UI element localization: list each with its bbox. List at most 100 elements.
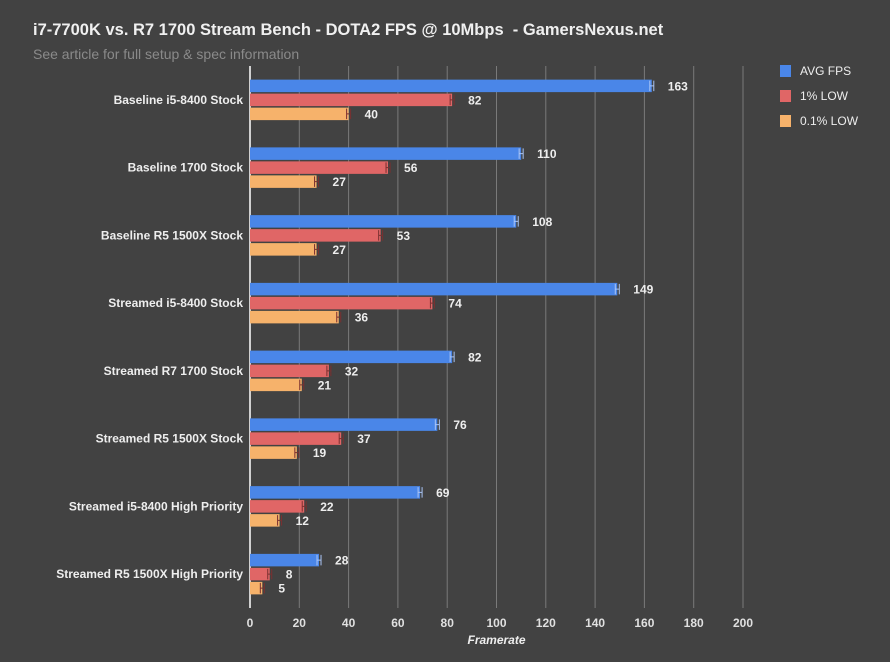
data-label: 82: [468, 350, 482, 364]
bar-1-low: [250, 93, 453, 107]
error-bar: [346, 108, 352, 120]
x-tick-label: 40: [342, 616, 356, 630]
bar-0-1-low: [250, 378, 302, 392]
x-tick-label: 0: [247, 616, 254, 630]
error-bar: [434, 419, 440, 430]
data-label: 12: [296, 514, 310, 528]
bar-1-low: [250, 229, 381, 242]
category-label: Baseline R5 1500X Stock: [101, 228, 243, 242]
bar-1-low: [250, 567, 270, 581]
error-bar: [336, 311, 342, 323]
error-bar: [301, 501, 307, 512]
legend-swatch: [780, 115, 791, 127]
error-bar: [614, 283, 620, 295]
bar-avg-fps: [250, 147, 522, 160]
error-bar: [326, 365, 332, 377]
data-label: 32: [345, 364, 359, 378]
bar-0-1-low: [250, 243, 317, 256]
category-label: Streamed R7 1700 Stock: [104, 364, 244, 378]
data-label: 74: [448, 297, 462, 311]
chart-subtitle: See article for full setup & spec inform…: [33, 46, 300, 62]
data-label: 21: [318, 378, 332, 392]
error-bar: [417, 487, 423, 498]
x-tick-label: 180: [684, 616, 704, 630]
bar-avg-fps: [250, 350, 453, 364]
error-bar: [267, 568, 273, 580]
x-axis-label: Framerate: [467, 633, 525, 647]
error-bar: [518, 148, 524, 159]
x-tick-label: 100: [486, 616, 506, 630]
bar-avg-fps: [250, 79, 652, 93]
legend-swatch: [780, 65, 791, 77]
bar-0-1-low: [250, 446, 297, 459]
data-label: 149: [633, 283, 653, 297]
x-tick-label: 160: [634, 616, 654, 630]
data-label: 28: [335, 554, 349, 568]
x-tick-label: 120: [536, 616, 556, 630]
legend-label: AVG FPS: [800, 64, 851, 78]
data-label: 27: [333, 175, 347, 189]
error-bar: [314, 244, 320, 255]
data-label: 27: [333, 243, 347, 257]
x-tick-label: 80: [441, 616, 455, 630]
error-bar: [314, 176, 320, 187]
data-label: 76: [453, 418, 467, 432]
bar-1-low: [250, 296, 433, 310]
category-label: Baseline 1700 Stock: [128, 161, 244, 175]
error-bar: [299, 379, 305, 391]
bar-0-1-low: [250, 107, 349, 121]
bar-avg-fps: [250, 418, 438, 431]
error-bar: [649, 80, 655, 92]
data-label: 69: [436, 486, 450, 500]
bar-0-1-low: [250, 175, 317, 188]
error-bar: [316, 554, 322, 566]
legend-label: 0.1% LOW: [800, 114, 859, 128]
bar-avg-fps: [250, 215, 517, 228]
data-label: 56: [404, 161, 418, 175]
error-bar: [513, 216, 519, 227]
error-bar: [449, 94, 455, 106]
bar-0-1-low: [250, 310, 339, 324]
category-label: Streamed R5 1500X Stock: [96, 432, 244, 446]
x-tick-label: 200: [733, 616, 753, 630]
data-label: 163: [668, 79, 688, 93]
error-bar: [378, 230, 384, 241]
bar-avg-fps: [250, 486, 421, 499]
legend-swatch: [780, 90, 791, 102]
legend-label: 1% LOW: [800, 89, 849, 103]
category-label: Baseline i5-8400 Stock: [114, 93, 244, 107]
data-label: 82: [468, 93, 482, 107]
bar-1-low: [250, 432, 342, 445]
error-bar: [338, 433, 344, 444]
bar-0-1-low: [250, 514, 280, 527]
data-label: 110: [537, 147, 557, 161]
x-tick-label: 140: [585, 616, 605, 630]
error-bar: [449, 351, 455, 363]
data-label: 53: [397, 229, 411, 243]
data-label: 40: [365, 107, 379, 121]
category-label: Streamed i5-8400 Stock: [108, 296, 243, 310]
bar-avg-fps: [250, 282, 618, 296]
error-bar: [385, 162, 391, 173]
data-label: 36: [355, 311, 369, 325]
x-tick-label: 20: [293, 616, 307, 630]
data-label: 108: [532, 215, 552, 229]
error-bar: [259, 582, 265, 594]
error-bar: [429, 297, 435, 309]
bar-1-low: [250, 500, 305, 513]
data-label: 37: [357, 432, 371, 446]
data-label: 5: [278, 582, 285, 596]
category-label: Streamed R5 1500X High Priority: [56, 567, 243, 581]
bar-0-1-low: [250, 581, 263, 595]
bar-1-low: [250, 364, 329, 378]
bar-avg-fps: [250, 553, 320, 567]
error-bar: [294, 447, 300, 458]
data-label: 22: [320, 500, 334, 514]
chart-title: i7-7700K vs. R7 1700 Stream Bench - DOTA…: [33, 21, 664, 39]
bar-1-low: [250, 161, 389, 174]
category-label: Streamed i5-8400 High Priority: [69, 499, 243, 513]
data-label: 19: [313, 446, 327, 460]
error-bar: [277, 515, 283, 526]
x-tick-label: 60: [391, 616, 405, 630]
